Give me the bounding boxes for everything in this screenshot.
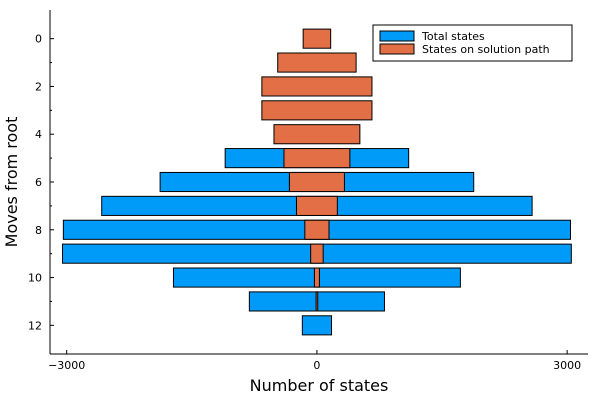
y-tick-label: 2 — [35, 80, 42, 93]
legend-swatch-1 — [379, 30, 415, 42]
y-tick-label: 10 — [28, 272, 42, 285]
bar-series-2-move-2 — [261, 76, 373, 97]
x-tick-label: 3000 — [553, 359, 581, 372]
bar-series-2-move-10 — [313, 267, 320, 288]
bar-series-2-move-6 — [288, 171, 345, 193]
y-tick-label: 12 — [28, 319, 42, 332]
x-tick-label: −3000 — [48, 359, 85, 372]
y-axis-label: Moves from root — [2, 117, 21, 248]
bar-series-2-move-7 — [295, 195, 338, 216]
bar-series-2-move-9 — [310, 243, 324, 264]
bar-series-2-move-4 — [273, 124, 361, 145]
y-tick-label: 8 — [35, 224, 42, 237]
legend-swatch-2 — [379, 43, 415, 55]
axes-group: −3000 0 3000 0 2 4 6 8 10 12 — [28, 10, 588, 372]
bar-series-2-move-0 — [302, 28, 332, 49]
bar-series-2-move-11 — [315, 291, 319, 312]
bar-series-2-move-5 — [283, 148, 351, 169]
bar-series-2-move-1 — [277, 52, 357, 73]
y-tick-label: 0 — [35, 33, 42, 46]
legend-label-1: Total states — [421, 30, 485, 43]
y-tick-label: 6 — [35, 176, 42, 189]
x-tick-label: 0 — [313, 359, 320, 372]
bar-series-2-move-3 — [261, 100, 373, 121]
bar-series-2-move-8 — [304, 219, 330, 240]
bars-group — [62, 28, 572, 336]
legend-label-2: States on solution path — [422, 43, 550, 56]
y-tick-label: 4 — [35, 128, 42, 141]
x-axis-label: Number of states — [250, 376, 389, 395]
bar-series-1-move-12 — [301, 315, 333, 336]
